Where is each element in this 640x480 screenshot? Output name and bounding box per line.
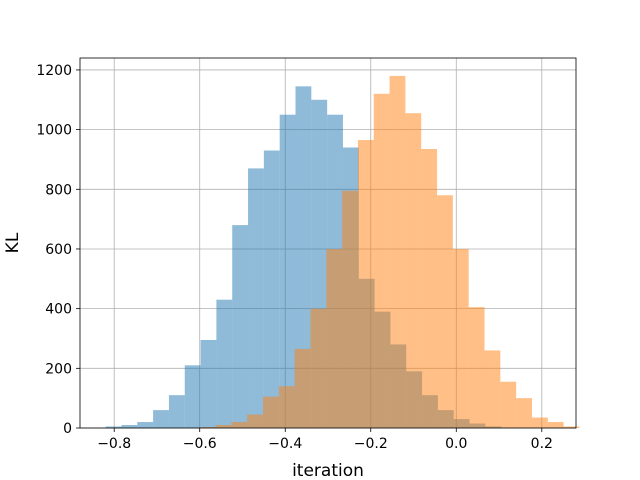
histogram-bar-series-1 <box>248 168 264 428</box>
histogram-bar-series-2 <box>468 307 485 428</box>
histogram-bar-series-1 <box>105 426 122 428</box>
x-axis-label: iteration <box>292 461 364 480</box>
histogram-bar-series-1 <box>232 225 249 428</box>
histogram-bar-series-2 <box>531 417 548 428</box>
histogram-bar-series-1 <box>168 395 185 428</box>
histogram-bar-series-1 <box>137 422 154 428</box>
histogram-bar-series-1 <box>216 299 233 428</box>
histogram-bar-series-2 <box>199 427 216 428</box>
histogram-bar-series-2 <box>278 386 295 428</box>
y-tick-label: 1200 <box>36 63 72 79</box>
histogram-bar-series-1 <box>184 365 201 428</box>
x-tick-label: 0.0 <box>445 436 467 452</box>
y-tick-label: 1000 <box>36 123 72 139</box>
histogram-bar-series-2 <box>389 75 406 428</box>
histogram-bar-series-2 <box>342 190 358 428</box>
histogram-bar-series-2 <box>405 113 422 429</box>
y-tick-label: 800 <box>45 182 72 198</box>
x-tick-label: −0.6 <box>183 436 217 452</box>
histogram-bar-series-1 <box>279 114 296 429</box>
histogram-bar-series-2 <box>516 398 532 428</box>
histogram-bar-series-2 <box>310 308 327 428</box>
histogram-bar-series-2 <box>563 426 580 428</box>
histogram-bar-series-2 <box>294 348 311 428</box>
axis-ticks: −0.8 −0.6 −0.4 −0.2 0.0 0.2 0 200 400 600 800 1000 1… <box>36 63 553 452</box>
histogram-bar-series-2 <box>326 248 343 428</box>
x-tick-label: −0.2 <box>354 436 388 452</box>
histogram-bar-series-2 <box>215 425 232 428</box>
histogram-bar-series-1 <box>153 410 169 428</box>
histogram-bar-series-1 <box>121 425 138 428</box>
histogram-bar-series-2 <box>437 195 453 428</box>
y-tick-label: 400 <box>45 302 72 318</box>
y-tick-label: 0 <box>63 421 72 437</box>
histogram-bar-series-2 <box>484 350 501 428</box>
histogram-bar-series-2 <box>373 93 390 428</box>
x-tick-label: 0.2 <box>531 436 553 452</box>
histogram-bar-series-2 <box>421 149 438 429</box>
histogram-bar-series-2 <box>247 414 264 428</box>
y-tick-label: 600 <box>45 242 72 258</box>
y-axis-label: KL <box>3 232 23 253</box>
histogram-bar-series-2 <box>263 396 279 428</box>
histogram-bar-series-2 <box>452 248 469 428</box>
histogram-bars <box>105 75 580 429</box>
histogram-bar-series-1 <box>200 339 217 428</box>
histogram-bar-series-2 <box>547 422 564 428</box>
x-tick-label: −0.4 <box>268 436 302 452</box>
histogram-bar-series-1 <box>295 86 312 428</box>
histogram-bar-series-2 <box>357 140 374 428</box>
y-tick-label: 200 <box>45 361 72 377</box>
x-tick-label: −0.8 <box>97 436 131 452</box>
histogram-bar-series-2 <box>500 381 517 428</box>
histogram-bar-series-2 <box>231 422 248 428</box>
plot-frame <box>79 57 577 429</box>
histogram-bar-series-1 <box>263 150 280 428</box>
